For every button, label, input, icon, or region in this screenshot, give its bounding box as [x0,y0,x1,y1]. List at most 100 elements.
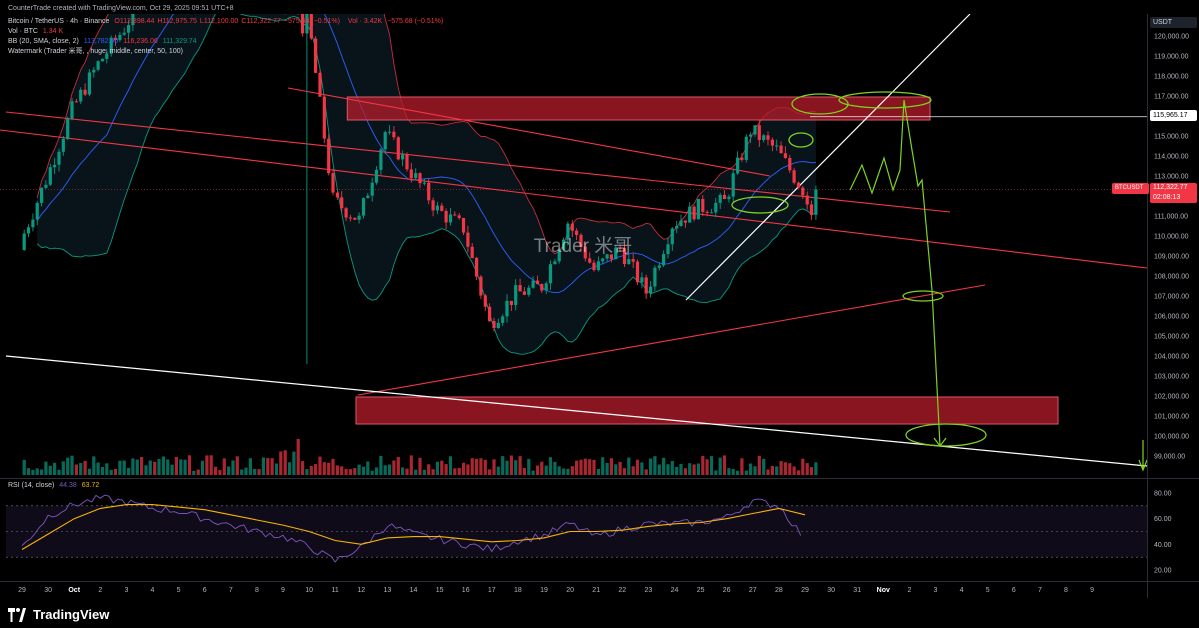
time-axis-label: 29 [801,587,809,594]
candle-body [801,187,805,196]
price-axis-label: 102,000.00 [1154,394,1189,401]
volume-bar [296,439,300,475]
candle-body [48,167,52,185]
volume-bar [753,466,757,475]
ellipse-breakout [731,196,789,214]
time-axis-label: 5 [986,587,990,594]
volume-bar [483,459,487,475]
volume-bar [692,464,696,475]
candle-body [679,220,683,226]
candle-body [514,285,518,305]
volume-bar [309,466,313,475]
candle-body [26,227,31,234]
volume-bar [283,450,287,475]
trendlines[interactable] [0,14,1147,467]
candle-body [566,223,570,240]
volume-bar [696,463,700,475]
price-axis[interactable]: 120,000.00 119,000.00 118,000.00 117,000.00… [1154,34,1189,461]
time-axis-label: 4 [151,587,155,594]
symbol-legend[interactable]: Bitcoin / TetherUS · 4h · Binance O112,8… [8,17,446,26]
offscreen-arrow [1138,440,1147,472]
candle-body [688,206,692,223]
ohlc-values: O112,898.44 H112,975.75 L112,100.00 C112,32… [114,18,343,25]
volume-bar [496,466,500,475]
volume-bar [61,461,65,475]
candle-body [396,137,400,160]
candle-body [649,286,653,294]
zones[interactable] [0,96,1147,425]
price-axis-label: 120,000.00 [1154,34,1189,41]
volume-bar [231,460,235,475]
volume-bar [605,462,609,475]
volume-bar [161,456,165,475]
red-trendline-upper [5,111,951,213]
candle-body [692,206,696,220]
volume-bar [718,457,722,475]
volume-bar [379,455,383,475]
volume-bar [388,464,392,475]
rsi-legend[interactable]: RSI (14, close) 44.38 63.72 [8,481,102,490]
rsi-line [21,494,802,563]
time-axis-label: 6 [1012,587,1016,594]
candle-body [31,219,35,228]
volume-bar [396,457,400,475]
candle-body [609,254,613,260]
time-axis-label: 29 [18,587,26,594]
time-axis-label: 24 [671,587,679,594]
volume-bar [814,462,818,475]
tradingview-logo[interactable]: TradingView [6,607,109,622]
candle-body [461,218,466,233]
time-axis-label: 7 [229,587,233,594]
price-tag: 112,322.77 02:08:13 [1150,183,1197,203]
ohlc-item: L112,100.00 [199,18,239,25]
candle-body [762,135,766,140]
candle-body [105,53,109,59]
candle-body [435,205,439,211]
rsi-pane [6,494,1147,563]
candle-body [418,173,422,184]
candle-body [770,139,774,146]
price-tag-value: 112,322.77 [1153,184,1188,191]
volume-bar [261,457,265,475]
supply-zone [346,96,931,121]
volume-bar [679,463,683,475]
volume-bar [22,460,26,475]
volume-bar [548,457,553,475]
red-trendline-short [287,87,771,177]
candle-body [61,138,65,152]
volume-legend[interactable]: Vol · BTC 1.34 K [8,27,66,36]
time-axis-label: 30 [44,587,52,594]
volume-bar [435,461,439,475]
volume-legend-value: 1.34 K [42,28,64,35]
watermark-legend[interactable]: Watermark (Trader 米哥, , huge, middle, ce… [8,47,186,56]
currency-label[interactable]: USDT [1150,17,1197,28]
bb-lower-value: 111,329.74 [162,38,197,45]
candle-body [305,14,309,34]
volume-bar [144,465,148,475]
time-axis-label: 31 [853,587,861,594]
candle-body [457,215,461,218]
volume-bar [74,464,78,475]
volume-bar [422,469,426,475]
volume-bar [583,458,587,475]
volume-bar [409,455,413,475]
candle-body [113,37,118,41]
volume-bar [670,461,674,475]
candle-body [575,230,579,235]
time-axis[interactable]: 29 30 Oct 2 3 4 5 6 7 8 9 10 11 12 13 14 15 16 17 18 19 20 21 2… [18,587,1094,594]
volume-bar [448,456,453,475]
time-axis-label: 6 [203,587,207,594]
volume-bar [544,465,548,475]
volume-bar [366,461,370,475]
symbol-title: Bitcoin / TetherUS · 4h · Binance [8,18,110,25]
drawings[interactable] [731,91,1147,472]
volume-bar [66,457,70,475]
rsi-ma-value: 63.72 [81,482,100,489]
candle-body [414,173,418,179]
bb-legend[interactable]: BB (20, SMA, close, 2) 113,782.90 116,23… [8,37,200,46]
time-axis-label: Oct [68,587,80,594]
candle-body [79,89,83,102]
price-axis-label: 101,000.00 [1154,414,1189,421]
